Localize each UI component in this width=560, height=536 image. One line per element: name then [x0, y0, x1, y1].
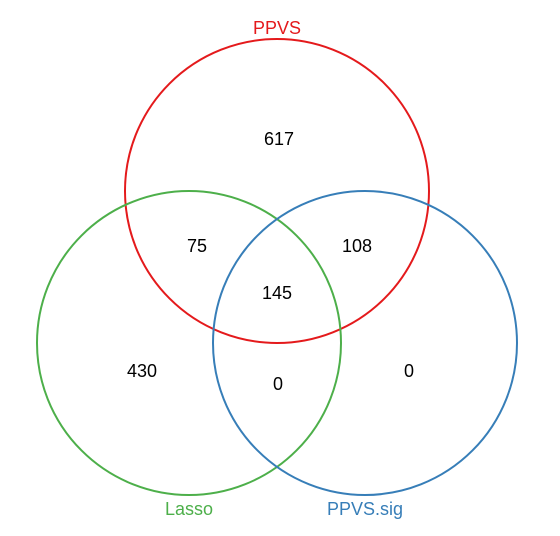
lasso-label: Lasso [165, 499, 213, 519]
count-ppvs-sig-only: 0 [404, 361, 414, 381]
count-ppvs-only: 617 [264, 129, 294, 149]
count-lasso-only: 430 [127, 361, 157, 381]
ppvs-circle [124, 38, 430, 344]
ppvs-sig-label: PPVS.sig [327, 499, 403, 519]
lasso-circle [36, 190, 342, 496]
count-ppvs-ppvs-sig: 108 [342, 236, 372, 256]
count-ppvs-lasso: 75 [187, 236, 207, 256]
count-lasso-ppvs-sig: 0 [273, 374, 283, 394]
ppvs-label: PPVS [253, 18, 301, 38]
count-all-three: 145 [262, 283, 292, 303]
ppvs-sig-circle [212, 190, 518, 496]
